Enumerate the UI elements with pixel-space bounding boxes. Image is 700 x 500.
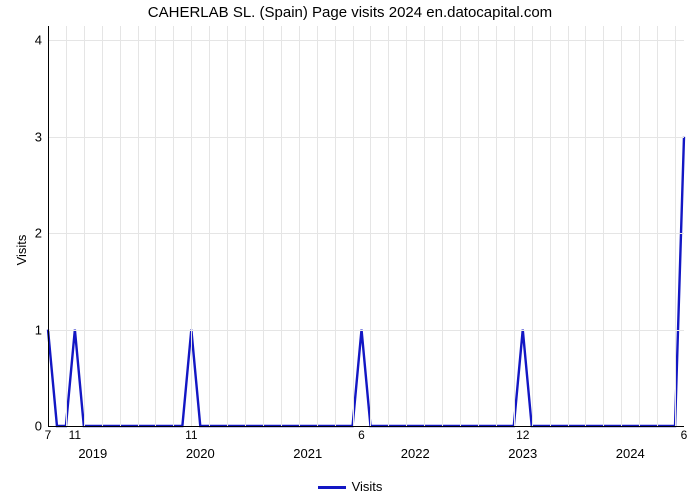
grid-line-vertical	[388, 26, 389, 426]
grid-line-vertical	[621, 26, 622, 426]
grid-line-vertical	[299, 26, 300, 426]
grid-line-vertical	[353, 26, 354, 426]
grid-line-vertical	[370, 26, 371, 426]
grid-line-vertical	[335, 26, 336, 426]
x-data-label: 6	[358, 426, 365, 442]
chart-container: CAHERLAB SL. (Spain) Page visits 2024 en…	[0, 0, 700, 500]
grid-line-horizontal	[48, 233, 684, 234]
grid-line-vertical	[568, 26, 569, 426]
x-data-label: 11	[185, 426, 197, 442]
grid-line-vertical	[281, 26, 282, 426]
grid-line-horizontal	[48, 40, 684, 41]
x-year-label: 2024	[616, 442, 645, 461]
grid-line-vertical	[496, 26, 497, 426]
grid-line-vertical	[120, 26, 121, 426]
grid-line-vertical	[155, 26, 156, 426]
plot-area: 01234201920202021202220232024711116126	[48, 26, 684, 426]
x-axis-line	[48, 426, 684, 427]
grid-line-vertical	[639, 26, 640, 426]
y-axis-line	[48, 26, 49, 426]
grid-line-vertical	[191, 26, 192, 426]
grid-line-vertical	[442, 26, 443, 426]
x-data-label: 12	[516, 426, 529, 442]
grid-line-vertical	[550, 26, 551, 426]
x-year-label: 2022	[401, 442, 430, 461]
grid-line-vertical	[675, 26, 676, 426]
chart-title: CAHERLAB SL. (Spain) Page visits 2024 en…	[0, 4, 700, 21]
grid-line-vertical	[84, 26, 85, 426]
x-data-label: 6	[681, 426, 688, 442]
grid-line-vertical	[460, 26, 461, 426]
grid-line-vertical	[138, 26, 139, 426]
grid-line-vertical	[406, 26, 407, 426]
x-year-label: 2021	[293, 442, 322, 461]
grid-line-vertical	[209, 26, 210, 426]
line-series	[48, 26, 684, 426]
y-tick-label: 4	[35, 33, 48, 48]
grid-line-horizontal	[48, 137, 684, 138]
y-tick-label: 1	[35, 322, 48, 337]
x-data-label: 7	[45, 426, 52, 442]
grid-line-vertical	[424, 26, 425, 426]
grid-line-horizontal	[48, 330, 684, 331]
y-tick-label: 2	[35, 226, 48, 241]
legend-swatch	[318, 486, 346, 489]
grid-line-vertical	[245, 26, 246, 426]
grid-line-vertical	[603, 26, 604, 426]
visits-line	[48, 137, 684, 426]
y-axis-label: Visits	[14, 235, 29, 266]
grid-line-vertical	[263, 26, 264, 426]
y-tick-label: 3	[35, 129, 48, 144]
grid-line-vertical	[657, 26, 658, 426]
grid-line-vertical	[317, 26, 318, 426]
legend-label: Visits	[352, 479, 383, 494]
x-year-label: 2020	[186, 442, 215, 461]
grid-line-vertical	[102, 26, 103, 426]
grid-line-vertical	[66, 26, 67, 426]
grid-line-vertical	[532, 26, 533, 426]
grid-line-vertical	[173, 26, 174, 426]
legend: Visits	[0, 479, 700, 494]
grid-line-vertical	[478, 26, 479, 426]
x-year-label: 2019	[78, 442, 107, 461]
grid-line-vertical	[514, 26, 515, 426]
x-data-label: 11	[69, 426, 81, 442]
grid-line-vertical	[227, 26, 228, 426]
x-year-label: 2023	[508, 442, 537, 461]
grid-line-vertical	[585, 26, 586, 426]
